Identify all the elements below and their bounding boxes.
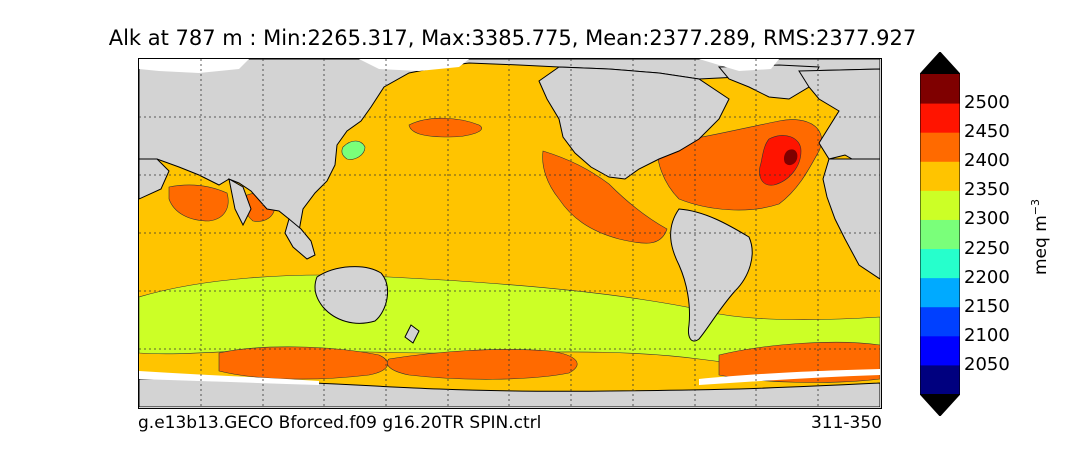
colorbar-segment [920, 219, 960, 250]
contour-patch-2250-japansea [341, 140, 366, 160]
colorbar-tick-label: 2100 [964, 324, 1010, 346]
colorbar-tick-label: 2500 [964, 92, 1010, 114]
period-caption: 311-350 [810, 413, 882, 433]
colorbar-extend-max [920, 52, 960, 74]
colorbar-tick-label: 2050 [964, 353, 1010, 375]
ice-antarctic-2 [699, 369, 880, 385]
map-canvas [139, 59, 881, 408]
ocean-alkalinity-map [138, 58, 882, 409]
north-america-land [538, 66, 730, 180]
contour-patch-2400-south2 [386, 349, 578, 380]
contour-patch-2400-northpacific [408, 117, 482, 138]
colorbar-segment [920, 306, 960, 337]
run-name-caption: g.e13b13.GECO Bforced.f09 g16.20TR SPIN.… [138, 413, 542, 433]
colorbar-segment [920, 103, 960, 133]
greenland-land [717, 64, 820, 100]
colorbar-segment [920, 335, 960, 366]
colorbar-tick-label: 2150 [964, 295, 1010, 317]
colorbar-unit-label: meq m−3 [1029, 199, 1051, 275]
contour-patch-2400-eastpacific [542, 150, 668, 244]
ice-arctic-east [699, 59, 779, 71]
southeast-asia-land [284, 218, 316, 260]
ice-arctic-west [139, 59, 249, 73]
colorbar-tick-label: 2350 [964, 179, 1010, 201]
colorbar-segment [920, 161, 960, 191]
india-land [228, 178, 252, 227]
colorbar-segment [920, 74, 960, 104]
colorbar-tick-label: 2250 [964, 237, 1010, 259]
colorbar-segment [920, 190, 960, 220]
sea-ice [139, 59, 880, 385]
australia-land [314, 266, 389, 324]
colorbar-segment [920, 364, 960, 395]
colorbar-extend-min [920, 394, 960, 416]
unit-text: meq m [1030, 215, 1051, 275]
colorbar-tick-label: 2200 [964, 266, 1010, 288]
map-title: Alk at 787 m : Min:2265.317, Max:3385.77… [108, 26, 917, 50]
contour-patch-2500-atlantic [783, 149, 798, 166]
contour-patch-2400-arabian [168, 184, 229, 222]
colorbar-tick-label: 2450 [964, 121, 1010, 143]
unit-exponent: −3 [1029, 199, 1043, 216]
ice-antarctic-1 [139, 371, 319, 385]
colorbar-segment [920, 277, 960, 308]
colorbar-tick-label: 2400 [964, 150, 1010, 172]
colorbar [920, 52, 960, 416]
colorbar-segment [920, 132, 960, 162]
africa-land [139, 158, 170, 200]
contour-patch-2450-atlantic [759, 135, 802, 186]
south-america-land [670, 208, 753, 342]
gridlines [139, 59, 880, 407]
colorbar-segment [920, 248, 960, 279]
colorbar-tick-label: 2300 [964, 208, 1010, 230]
ice-arctic-center [359, 59, 469, 71]
newzealand-land [404, 324, 420, 344]
